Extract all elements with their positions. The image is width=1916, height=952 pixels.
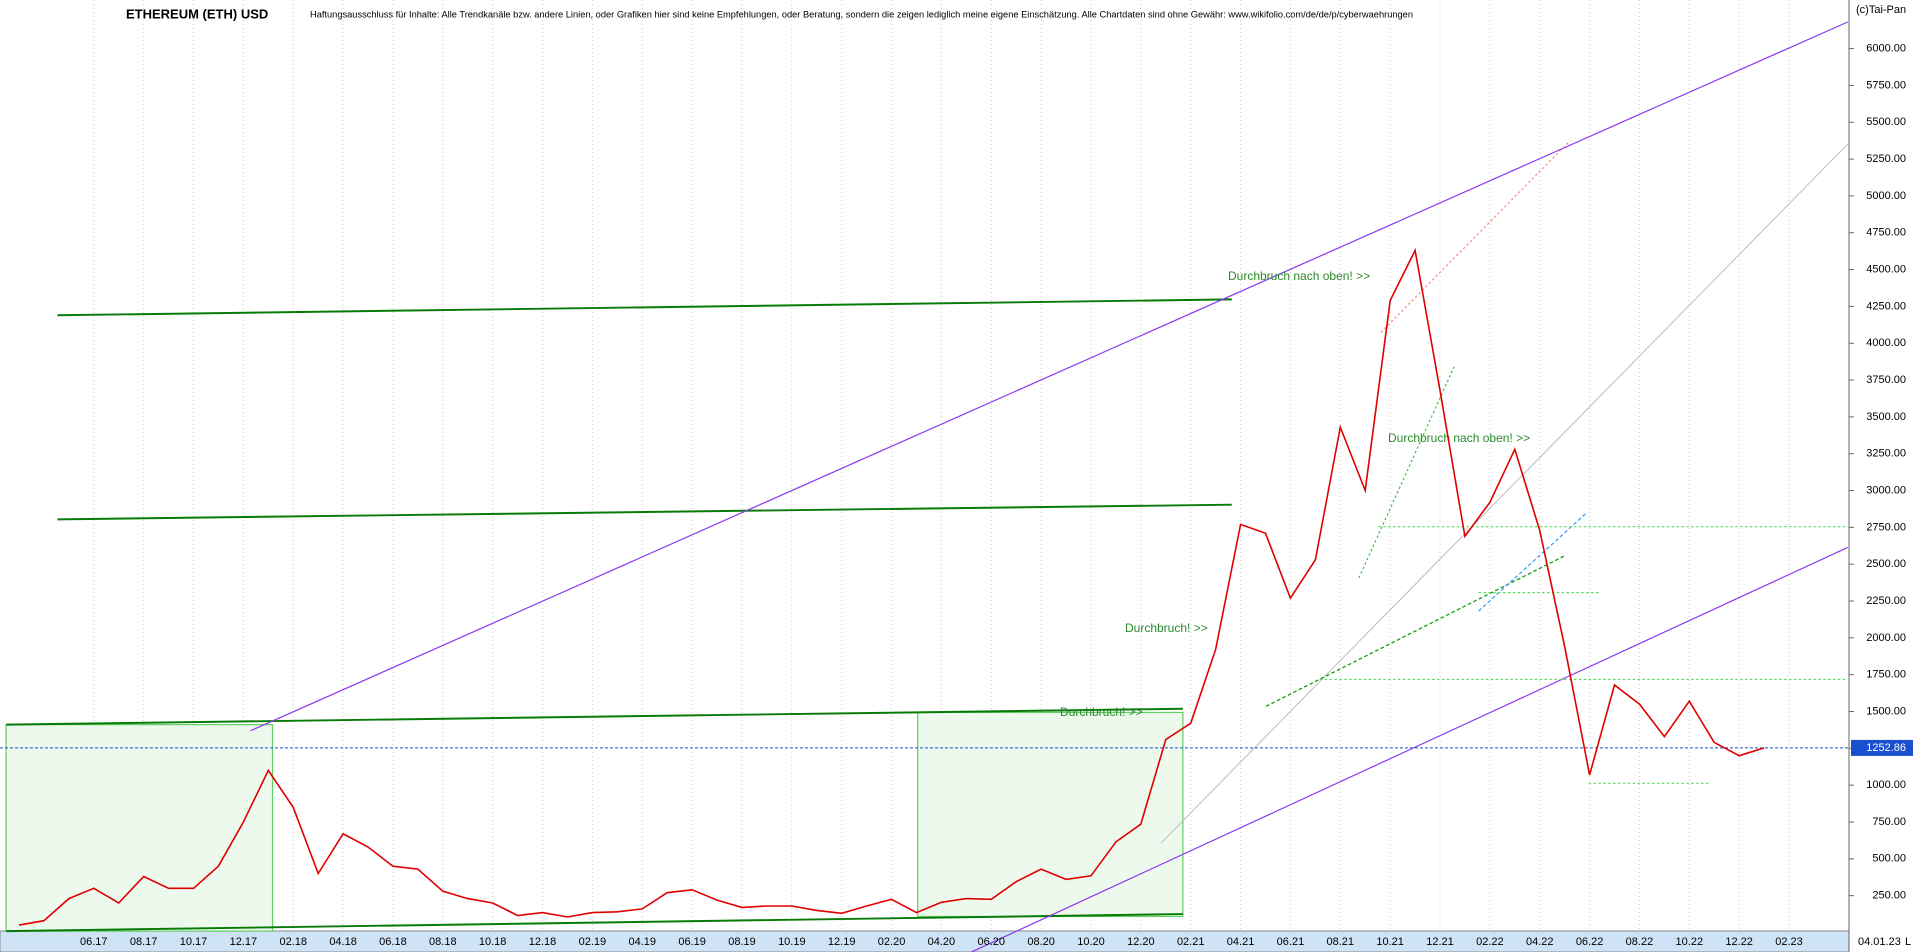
x-tick-label: 10.22 — [1676, 936, 1704, 948]
x-tick-label: 06.19 — [678, 936, 706, 948]
y-tick-label: 4250.00 — [1866, 300, 1906, 312]
x-tick-label: 12.19 — [828, 936, 856, 948]
chart-title: ETHEREUM (ETH) USD — [126, 6, 268, 21]
trend-lines — [5, 21, 1849, 952]
x-tick-label: 12.21 — [1426, 936, 1454, 948]
y-tick-label: 3500.00 — [1866, 411, 1906, 423]
x-tick-label: 08.19 — [728, 936, 756, 948]
x-tick-label: 02.18 — [279, 936, 307, 948]
x-tick-label: 08.22 — [1626, 936, 1654, 948]
y-tick-label: 500.00 — [1872, 853, 1906, 865]
y-tick-label: 1500.00 — [1866, 705, 1906, 717]
y-tick-label: 2500.00 — [1866, 558, 1906, 570]
trend-line — [6, 913, 1183, 933]
x-tick-label: 06.20 — [978, 936, 1006, 948]
annotation: Durchbruch nach oben! >> — [1388, 431, 1530, 445]
trend-line — [250, 21, 1848, 732]
y-tick-label: 3000.00 — [1866, 484, 1906, 496]
x-tick-label: 02.20 — [878, 936, 906, 948]
x-tick-label: 04.20 — [928, 936, 956, 948]
y-tick-label: 3250.00 — [1866, 448, 1906, 460]
x-tick-label: 04.21 — [1227, 936, 1255, 948]
x-tick-label: 10.21 — [1376, 936, 1404, 948]
x-tick-label: 04.19 — [628, 936, 656, 948]
trend-line — [1380, 140, 1571, 333]
annotation: Durchbruch! >> — [1125, 621, 1208, 635]
y-tick-label: 2750.00 — [1866, 521, 1906, 533]
range-box — [5, 724, 274, 932]
x-tick-label: 12.17 — [230, 936, 258, 948]
y-tick-label: 1000.00 — [1866, 779, 1906, 791]
x-tick-label: 04.18 — [329, 936, 357, 948]
disclaimer: Haftungsausschluss für Inhalte: Alle Tre… — [310, 9, 1413, 19]
y-tick-label: 4750.00 — [1866, 227, 1906, 239]
x-tick-label: 04.22 — [1526, 936, 1554, 948]
annotation: Durchbruch nach oben! >> — [1228, 269, 1370, 283]
x-tick-label: 02.19 — [579, 936, 607, 948]
y-tick-label: 2000.00 — [1866, 632, 1906, 644]
trend-line — [971, 546, 1848, 952]
y-tick-label: 5250.00 — [1866, 153, 1906, 165]
date-label: 04.01.23 — [1858, 936, 1901, 948]
x-tick-label: 12.20 — [1127, 936, 1155, 948]
y-tick-label: 5000.00 — [1866, 190, 1906, 202]
trend-line — [57, 503, 1232, 521]
trend-line — [57, 298, 1232, 317]
x-tick-label: 10.19 — [778, 936, 806, 948]
x-tick-label: 02.22 — [1476, 936, 1504, 948]
y-tick-label: 1750.00 — [1866, 669, 1906, 681]
x-tick-label: 02.23 — [1775, 936, 1803, 948]
x-tick-label: 08.20 — [1027, 936, 1055, 948]
x-tick-label: 10.17 — [180, 936, 208, 948]
trend-line — [1160, 143, 1849, 844]
last-price-label: 1252.86 — [1866, 742, 1906, 754]
x-tick-label: 08.21 — [1327, 936, 1355, 948]
y-tick-label: 250.00 — [1872, 890, 1906, 902]
x-tick-label: 08.18 — [429, 936, 457, 948]
copyright: (c)Tai-Pan — [1856, 4, 1906, 16]
annotation: Durchbruch! >> — [1060, 705, 1143, 719]
trend-line — [6, 707, 1183, 726]
x-tick-label: 02.21 — [1177, 936, 1205, 948]
x-tick-label: 08.17 — [130, 936, 158, 948]
price-line — [18, 247, 1765, 926]
y-tick-label: 4500.00 — [1866, 263, 1906, 275]
y-tick-label: 6000.00 — [1866, 43, 1906, 55]
x-tick-label: 12.18 — [529, 936, 557, 948]
x-tick-label: 10.20 — [1077, 936, 1105, 948]
x-tick-label: 06.18 — [379, 936, 407, 948]
x-tick-label: 06.17 — [80, 936, 108, 948]
x-tick-label: 10.18 — [479, 936, 507, 948]
x-tick-label: 12.22 — [1725, 936, 1753, 948]
y-tick-label: 750.00 — [1872, 816, 1906, 828]
y-tick-label: 5500.00 — [1866, 116, 1906, 128]
y-tick-label: 2250.00 — [1866, 595, 1906, 607]
y-tick-label: 4000.00 — [1866, 337, 1906, 349]
x-axis-strip — [0, 930, 1850, 952]
y-tick-label: 5750.00 — [1866, 79, 1906, 91]
last-price-box — [1851, 739, 1913, 756]
trend-line — [1265, 555, 1565, 707]
x-tick-label: 06.22 — [1576, 936, 1604, 948]
status-label: L — [1905, 936, 1911, 948]
x-tick-label: 06.21 — [1277, 936, 1305, 948]
y-tick-label: 3750.00 — [1866, 374, 1906, 386]
